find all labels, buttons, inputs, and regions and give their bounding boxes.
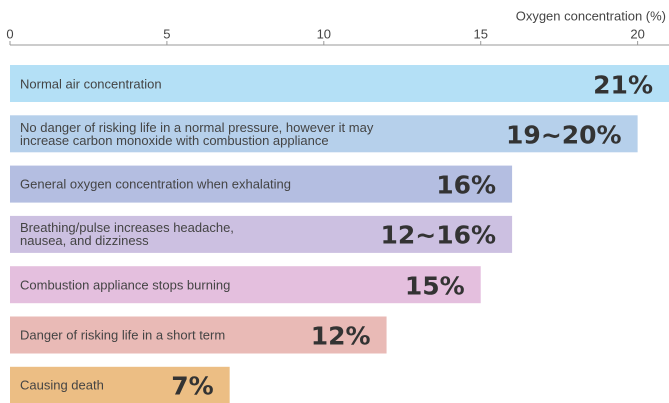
- bar: [10, 316, 387, 354]
- x-tick-label: 10: [317, 26, 331, 41]
- category-label: Normal air concentration: [20, 76, 162, 91]
- bar: [10, 65, 669, 102]
- bar: [10, 366, 230, 403]
- category-label: Breathing/pulse increases headache, naus…: [20, 220, 234, 249]
- category-label: Danger of risking life in a short term: [20, 327, 226, 343]
- value-label: 15%: [404, 271, 465, 301]
- category-label: Combustion appliance stops burning: [20, 277, 231, 293]
- value-label: 19~20%: [506, 120, 622, 150]
- category-label: No danger of risking life in a normal pr…: [20, 119, 374, 148]
- value-label: 21%: [593, 70, 653, 99]
- x-tick-label: 15: [473, 26, 487, 41]
- value-label: 12~16%: [380, 220, 497, 250]
- axis-label: Oxygen concentration (%): [516, 8, 666, 23]
- value-label: 16%: [436, 170, 497, 200]
- category-label: Causing death: [20, 377, 104, 393]
- bar: [10, 215, 513, 253]
- value-label: 7%: [171, 371, 214, 401]
- x-tick-label: 20: [630, 26, 644, 41]
- bar: [10, 266, 481, 304]
- x-tick-label: 0: [6, 26, 13, 41]
- category-label: General oxygen concentration when exhala…: [20, 176, 292, 192]
- x-tick-label: 5: [163, 26, 170, 41]
- bar: [10, 165, 513, 203]
- bar: [10, 115, 638, 153]
- value-label: 12%: [310, 321, 371, 351]
